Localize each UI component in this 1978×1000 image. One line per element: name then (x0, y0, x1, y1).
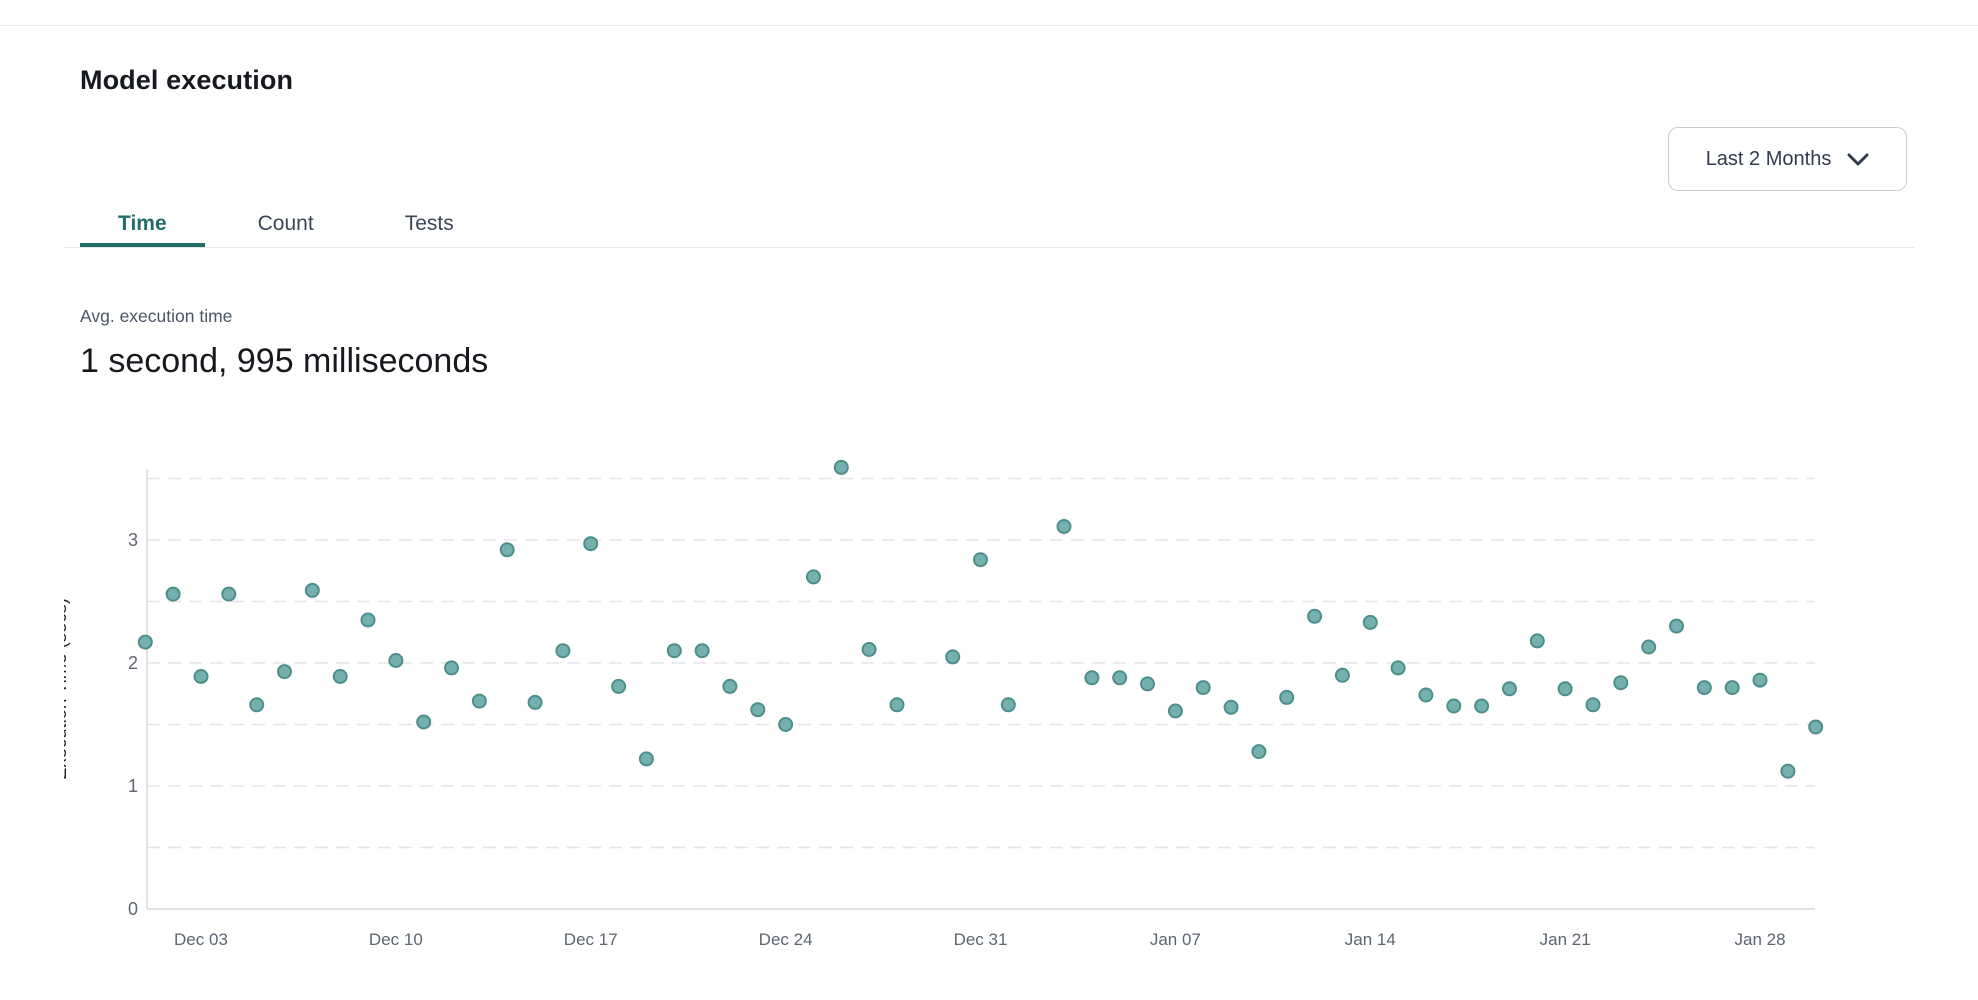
data-point[interactable] (137, 634, 153, 650)
y-tick-label: 3 (128, 530, 138, 550)
avg-execution-time-stat: Avg. execution time 1 second, 995 millis… (80, 304, 1914, 384)
y-tick-label: 2 (128, 653, 138, 673)
data-point[interactable] (694, 643, 710, 659)
data-point[interactable] (1307, 608, 1323, 624)
data-point[interactable] (1696, 680, 1712, 696)
data-point[interactable] (1251, 744, 1267, 760)
data-point[interactable] (1585, 697, 1601, 713)
data-point[interactable] (1418, 687, 1434, 703)
x-tick-label: Dec 31 (954, 930, 1008, 949)
x-tick-label: Dec 03 (174, 930, 228, 949)
data-point[interactable] (1334, 667, 1350, 683)
data-point[interactable] (1362, 614, 1378, 630)
data-point[interactable] (1140, 676, 1155, 692)
data-point[interactable] (193, 669, 209, 684)
data-point[interactable] (1390, 660, 1406, 676)
data-point[interactable] (471, 693, 487, 709)
x-tick-label: Jan 28 (1734, 930, 1785, 949)
data-point[interactable] (1669, 618, 1684, 634)
tab-bar: Time Count Tests (64, 201, 1914, 248)
stat-label: Avg. execution time (80, 306, 233, 326)
data-point[interactable] (1000, 697, 1016, 713)
data-point[interactable] (1112, 670, 1128, 686)
data-point[interactable] (1752, 672, 1768, 688)
x-tick-label: Jan 21 (1540, 930, 1591, 949)
data-point[interactable] (806, 569, 821, 585)
data-point[interactable] (165, 586, 181, 602)
stat-value: 1 second, 995 milliseconds (80, 342, 489, 380)
data-point[interactable] (1167, 703, 1183, 719)
data-point[interactable] (611, 678, 627, 694)
tab-tests[interactable]: Tests (404, 212, 454, 235)
data-point[interactable] (1056, 519, 1072, 534)
chevron-down-icon (1847, 153, 1869, 165)
x-tick-label: Dec 17 (564, 930, 618, 949)
data-point[interactable] (583, 536, 599, 552)
data-point[interactable] (332, 669, 348, 684)
data-point[interactable] (416, 714, 432, 730)
x-tick-label: Dec 10 (369, 930, 423, 949)
data-point[interactable] (1780, 763, 1796, 779)
data-point[interactable] (1474, 698, 1490, 714)
tab-count[interactable]: Count (257, 212, 314, 235)
data-point[interactable] (889, 697, 905, 713)
page-top-divider (0, 0, 1978, 26)
data-point[interactable] (750, 702, 766, 718)
data-point[interactable] (499, 542, 515, 558)
data-point[interactable] (1724, 680, 1740, 696)
data-point[interactable] (1279, 689, 1295, 705)
execution-time-scatter-chart: 0 1 2 3 Dec 03 Dec 10 Dec 17 Dec 24 Dec 31 Jan 07… (64, 459, 1824, 949)
data-point[interactable] (1502, 681, 1517, 697)
data-point[interactable] (861, 642, 877, 657)
y-axis-title: Execution Time (secs) (64, 598, 70, 780)
y-tick-label: 1 (128, 776, 138, 796)
data-point[interactable] (722, 678, 738, 694)
data-point[interactable] (1613, 675, 1629, 691)
data-point[interactable] (638, 751, 654, 767)
data-point[interactable] (666, 643, 682, 659)
data-point[interactable] (555, 643, 571, 659)
data-point[interactable] (1223, 699, 1239, 715)
date-range-label: Last 2 Months (1705, 147, 1832, 170)
data-point[interactable] (1446, 698, 1462, 714)
data-point[interactable] (277, 664, 292, 680)
x-tick-label: Jan 14 (1345, 930, 1396, 949)
x-tick-label: Jan 07 (1150, 930, 1201, 949)
data-point[interactable] (527, 694, 543, 710)
data-point[interactable] (1557, 681, 1573, 697)
tab-time[interactable]: Time (80, 201, 205, 247)
data-point[interactable] (1195, 680, 1211, 696)
data-point[interactable] (778, 717, 794, 732)
data-point[interactable] (1808, 719, 1824, 735)
data-point[interactable] (304, 582, 320, 598)
data-point[interactable] (221, 586, 237, 602)
data-point[interactable] (1641, 639, 1657, 655)
data-point[interactable] (973, 552, 988, 568)
y-tick-label: 0 (128, 899, 138, 919)
data-point[interactable] (249, 697, 265, 713)
page-title: Model execution (80, 65, 294, 95)
data-point[interactable] (945, 649, 961, 665)
data-point[interactable] (1529, 633, 1545, 649)
date-range-selector[interactable]: Last 2 Months (1668, 127, 1907, 191)
data-point[interactable] (444, 660, 459, 676)
data-point[interactable] (1084, 670, 1100, 686)
data-point[interactable] (833, 459, 849, 475)
data-point[interactable] (360, 612, 376, 628)
x-tick-label: Dec 24 (759, 930, 813, 949)
data-point[interactable] (388, 653, 404, 668)
